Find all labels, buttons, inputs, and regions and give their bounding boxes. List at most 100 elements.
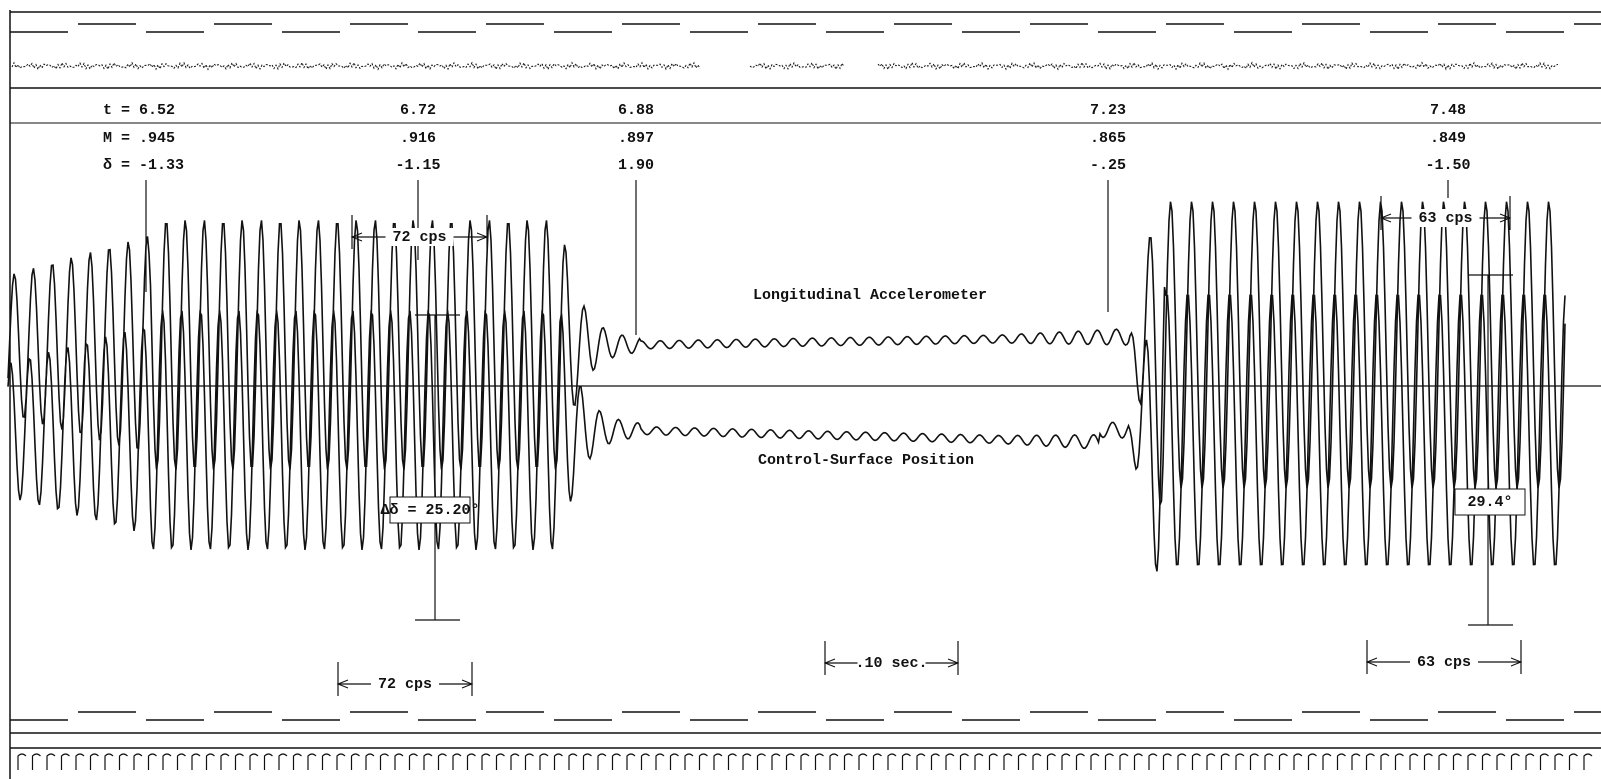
sprocket-mark xyxy=(1046,753,1056,770)
sprocket-mark xyxy=(408,753,418,770)
sprocket-mark xyxy=(713,753,723,770)
sprocket-mark xyxy=(481,753,491,770)
reading-label: .916 xyxy=(400,130,436,147)
accelerometer-trace xyxy=(7,201,1566,505)
sprocket-mark xyxy=(104,753,114,770)
sprocket-mark xyxy=(1394,753,1404,770)
sprocket-mark xyxy=(336,753,346,770)
sprocket-mark xyxy=(220,753,230,770)
label-bg xyxy=(385,228,454,246)
sprocket-mark xyxy=(1539,753,1549,770)
sprocket-mark xyxy=(640,753,650,770)
sprocket-mark xyxy=(1191,753,1201,770)
sprocket-mark xyxy=(75,753,85,770)
sprocket-mark xyxy=(887,753,897,770)
sprocket-mark xyxy=(1220,753,1230,770)
noise-trace xyxy=(11,61,1559,71)
sprocket-mark xyxy=(742,753,752,770)
sprocket-mark xyxy=(916,753,926,770)
reading-label: 7.23 xyxy=(1090,102,1126,119)
sprocket-mark xyxy=(1496,753,1506,770)
arrow-head xyxy=(350,232,363,242)
sprocket-mark xyxy=(31,753,41,770)
control-surface-trace xyxy=(7,286,1566,572)
sprocket-mark xyxy=(1583,753,1593,770)
sprocket-mark xyxy=(1322,753,1332,770)
reading-label: 7.48 xyxy=(1430,102,1466,119)
sprocket-mark xyxy=(974,753,984,770)
sprocket-mark xyxy=(1510,753,1520,770)
arrow-head xyxy=(1499,213,1512,223)
sprocket-mark xyxy=(1336,753,1346,770)
sprocket-mark xyxy=(1467,753,1477,770)
sprocket-mark xyxy=(1481,753,1491,770)
sprocket-mark xyxy=(843,753,853,770)
sprocket-mark xyxy=(249,753,259,770)
sprocket-mark xyxy=(292,753,302,770)
sprocket-mark xyxy=(1104,753,1114,770)
sprocket-mark xyxy=(1525,753,1535,770)
sprocket-mark xyxy=(191,753,201,770)
sprocket-mark xyxy=(1278,753,1288,770)
sprocket-mark xyxy=(611,753,621,770)
reading-label: .897 xyxy=(618,130,654,147)
sprocket-mark xyxy=(495,753,505,770)
reading-label: δ = -1.33 xyxy=(103,157,184,174)
sprocket-mark xyxy=(1307,753,1317,770)
sprocket-mark xyxy=(321,753,331,770)
frequency-label: 63 cps xyxy=(1418,210,1472,227)
arrow-head xyxy=(336,679,349,689)
sprocket-mark xyxy=(1365,753,1375,770)
arrow-head xyxy=(1510,657,1523,667)
sprocket-mark xyxy=(582,753,592,770)
sprocket-mark xyxy=(901,753,911,770)
sprocket-mark xyxy=(133,753,143,770)
sprocket-mark xyxy=(684,753,694,770)
sprocket-mark xyxy=(263,753,273,770)
sprocket-mark xyxy=(945,753,955,770)
sprocket-mark xyxy=(771,753,781,770)
sprocket-mark xyxy=(307,753,317,770)
sprocket-mark xyxy=(872,753,882,770)
trace-label: Control-Surface Position xyxy=(758,452,974,469)
sprocket-mark xyxy=(597,753,607,770)
sprocket-mark xyxy=(553,753,563,770)
sprocket-mark xyxy=(1380,753,1390,770)
sprocket-mark xyxy=(205,753,215,770)
sprocket-mark xyxy=(626,753,636,770)
sprocket-mark xyxy=(785,753,795,770)
label-bg xyxy=(1411,209,1480,227)
sprocket-mark xyxy=(1162,753,1172,770)
sprocket-mark xyxy=(46,753,56,770)
sprocket-mark xyxy=(1568,753,1578,770)
sprocket-mark xyxy=(365,753,375,770)
sprocket-mark xyxy=(1293,753,1303,770)
arrow-head xyxy=(476,232,489,242)
trace-label: Longitudinal Accelerometer xyxy=(753,287,987,304)
time-scale-label: .10 sec. xyxy=(855,655,927,672)
sprocket-mark xyxy=(814,753,824,770)
label-bg xyxy=(1410,653,1478,671)
sprocket-mark xyxy=(1032,753,1042,770)
sprocket-mark xyxy=(1206,753,1216,770)
reading-label: -.25 xyxy=(1090,157,1126,174)
sprocket-mark xyxy=(162,753,172,770)
sprocket-mark xyxy=(1409,753,1419,770)
sprocket-mark xyxy=(1090,753,1100,770)
sprocket-mark xyxy=(930,753,940,770)
sprocket-mark xyxy=(1264,753,1274,770)
sprocket-mark xyxy=(1119,753,1129,770)
arrow-head xyxy=(1379,213,1392,223)
reading-label: 6.88 xyxy=(618,102,654,119)
frequency-label: 72 cps xyxy=(378,676,432,693)
sprocket-mark xyxy=(539,753,549,770)
sprocket-mark xyxy=(452,753,462,770)
reading-label: 6.72 xyxy=(400,102,436,119)
reading-label: 1.90 xyxy=(618,157,654,174)
sprocket-mark xyxy=(1249,753,1259,770)
sprocket-mark xyxy=(1423,753,1433,770)
sprocket-mark xyxy=(234,753,244,770)
sprocket-mark xyxy=(1235,753,1245,770)
